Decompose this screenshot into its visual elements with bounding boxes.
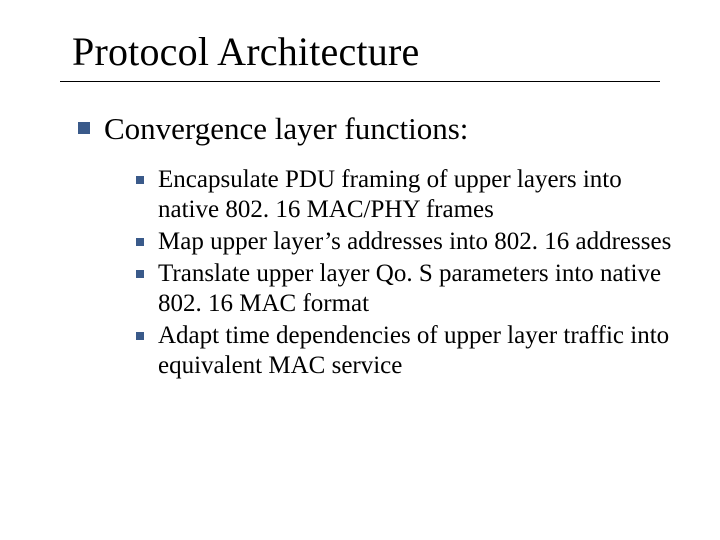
- slide: Protocol Architecture Convergence layer …: [0, 0, 720, 540]
- bullet-level1: Convergence layer functions:: [78, 110, 680, 147]
- level2-text: Map upper layer’s addresses into 802. 16…: [158, 227, 671, 257]
- slide-title: Protocol Architecture: [72, 28, 680, 75]
- level2-text: Translate upper layer Qo. S parameters i…: [158, 259, 678, 319]
- level2-list: Encapsulate PDU framing of upper layers …: [136, 165, 680, 381]
- bullet-level2: Map upper layer’s addresses into 802. 16…: [136, 227, 680, 257]
- square-bullet-icon: [78, 122, 90, 134]
- bullet-level2: Adapt time dependencies of upper layer t…: [136, 321, 680, 381]
- level2-text: Encapsulate PDU framing of upper layers …: [158, 165, 678, 225]
- title-underline: [60, 81, 660, 82]
- level2-text: Adapt time dependencies of upper layer t…: [158, 321, 678, 381]
- square-bullet-icon: [136, 270, 144, 278]
- square-bullet-icon: [136, 332, 144, 340]
- bullet-level2: Encapsulate PDU framing of upper layers …: [136, 165, 680, 225]
- bullet-level2: Translate upper layer Qo. S parameters i…: [136, 259, 680, 319]
- square-bullet-icon: [136, 238, 144, 246]
- square-bullet-icon: [136, 176, 144, 184]
- level1-text: Convergence layer functions:: [104, 110, 468, 147]
